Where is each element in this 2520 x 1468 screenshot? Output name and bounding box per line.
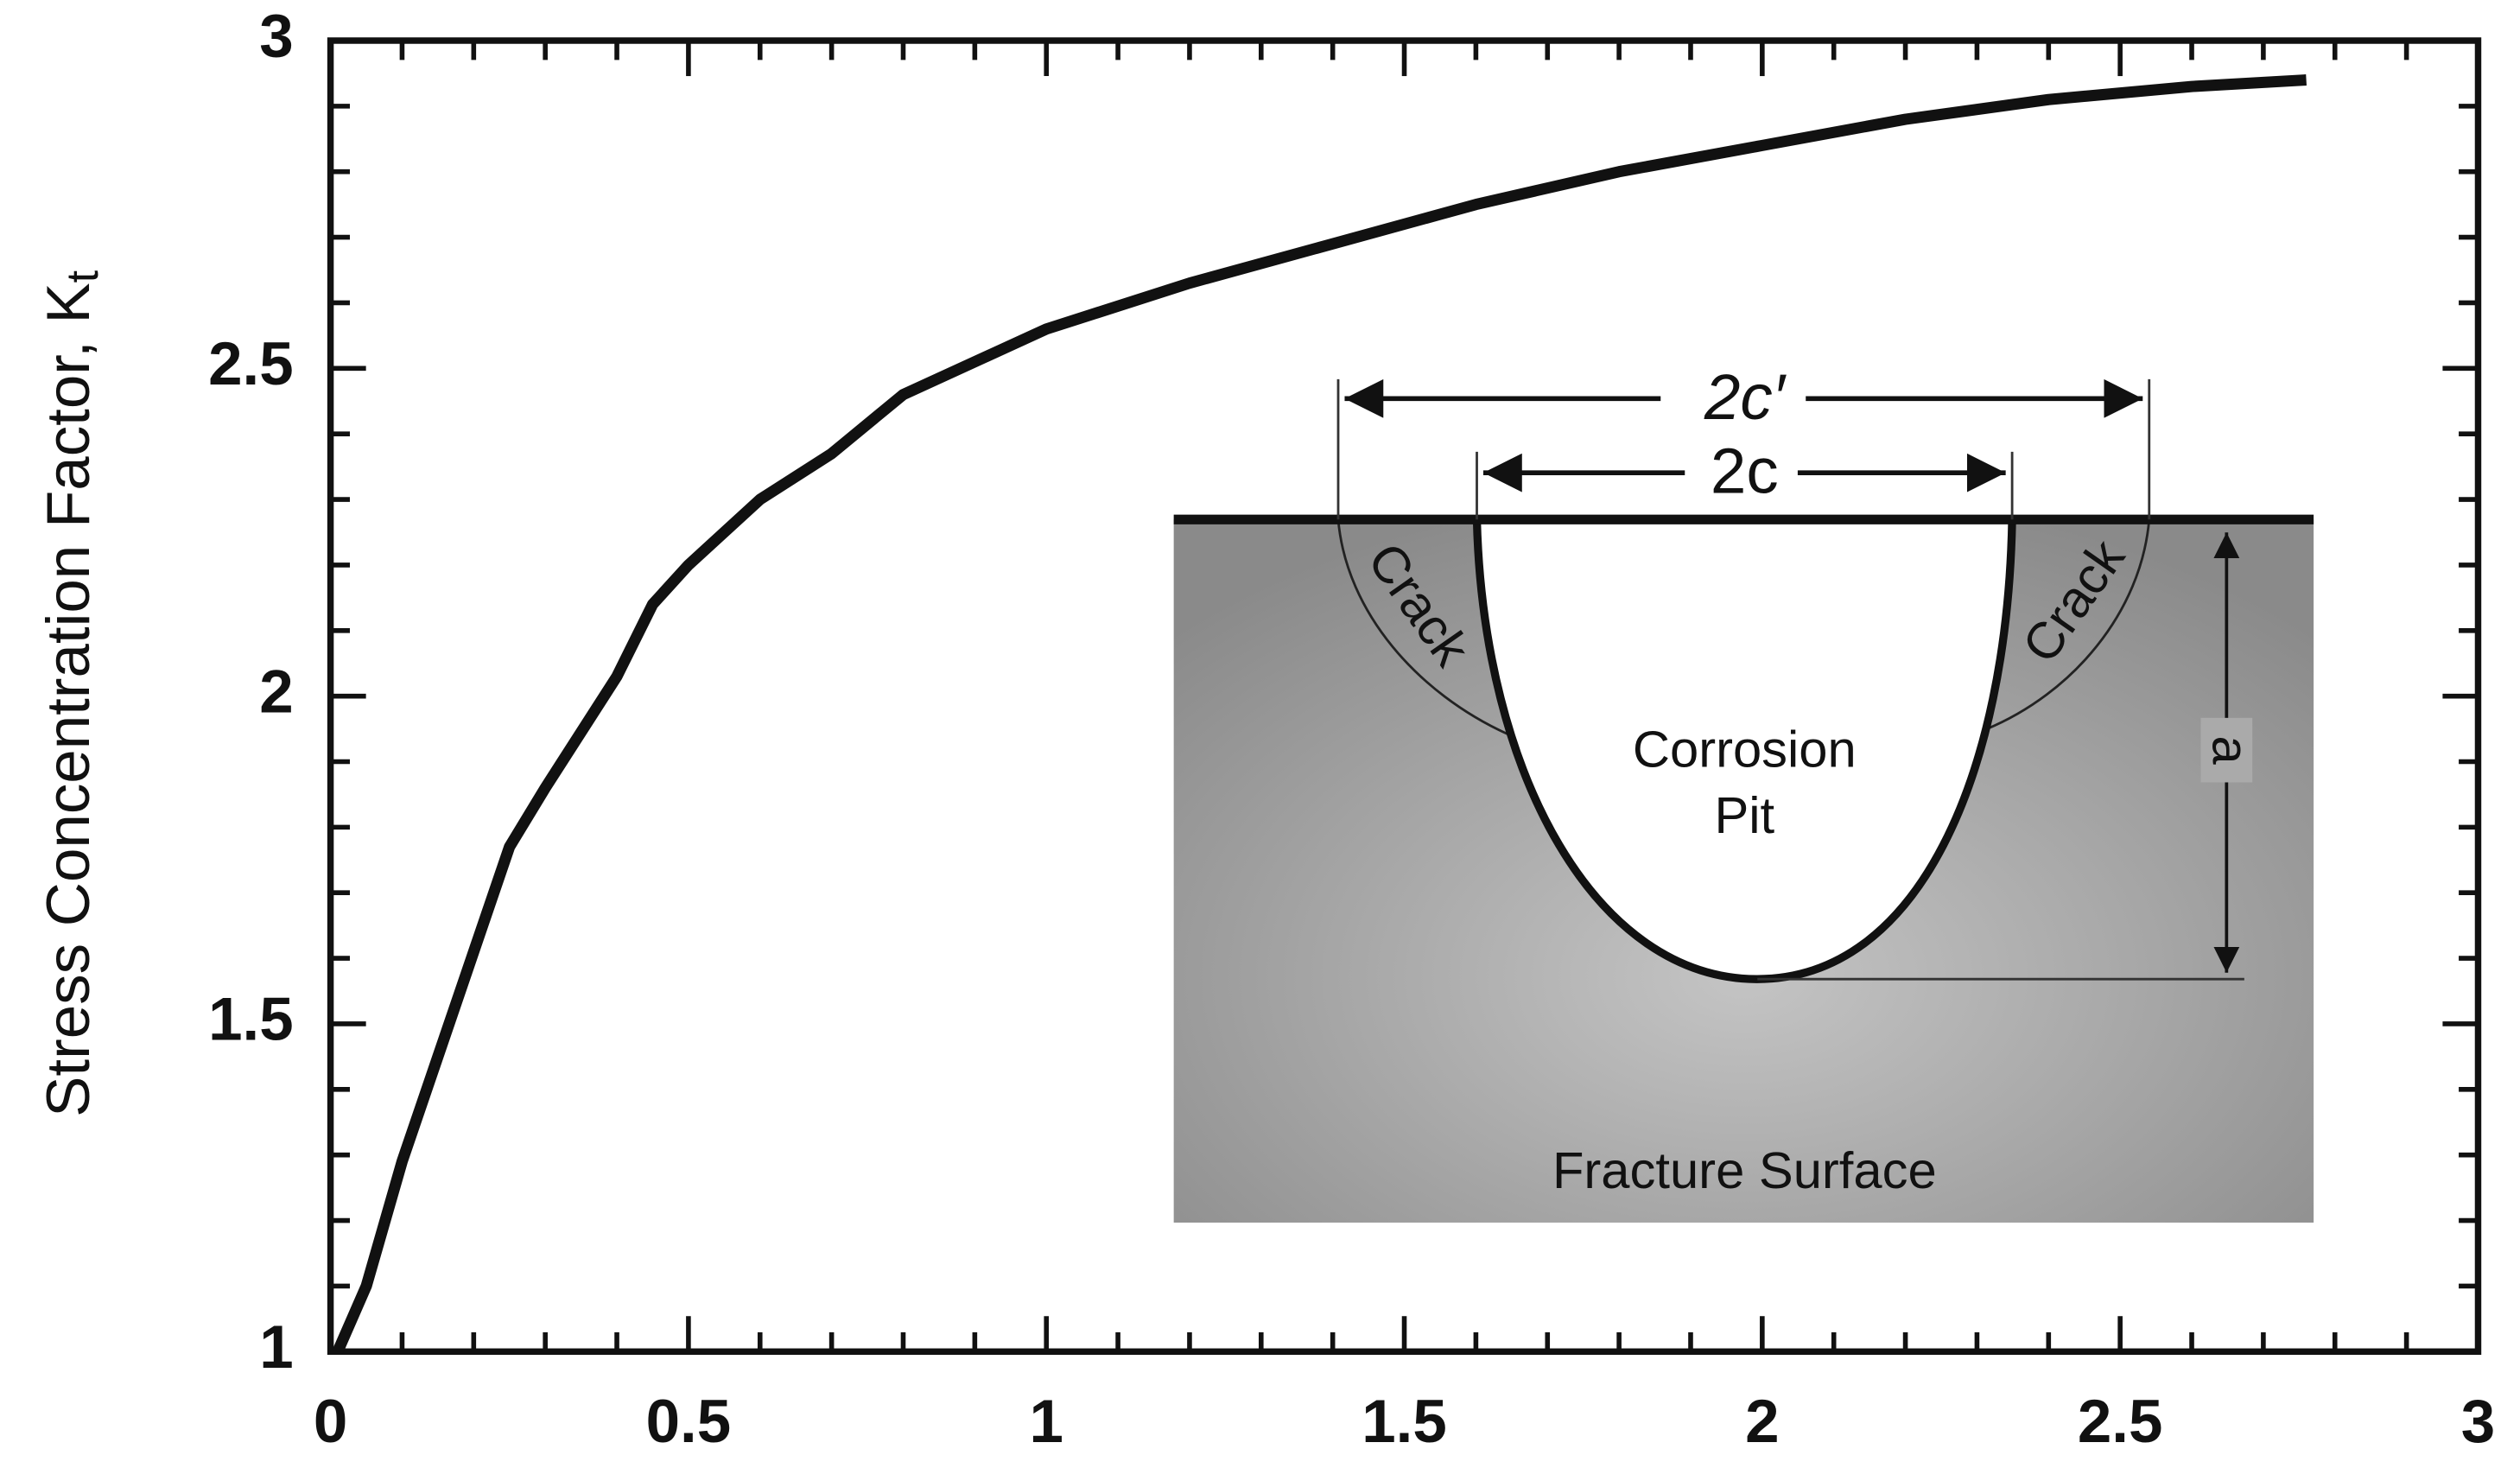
label-bg	[1660, 363, 1806, 435]
y-tick-label: 2.5	[208, 330, 294, 398]
crack-outline	[1336, 519, 1508, 735]
plot-frame	[327, 37, 2482, 1356]
pit-label: Corrosion	[1633, 721, 1857, 778]
x-tick-label: 2.5	[2078, 1388, 2163, 1456]
y-axis-label-text: Stress Concentration Factor, K	[35, 283, 103, 1117]
y-tick-label: 2	[259, 658, 293, 726]
crack-outline	[1985, 519, 2151, 731]
label-bg	[2200, 717, 2253, 783]
y-tick-label: 1	[259, 1313, 293, 1382]
y-axis-label-subscript: t	[58, 270, 108, 283]
x-tick-label: 0.5	[646, 1388, 732, 1456]
inset: 2c′ 2c a Crack Crack Corrosion Pit Fract…	[1173, 360, 2314, 1223]
surface-label: Fracture Surface	[1552, 1141, 1937, 1199]
y-axis-label: Stress Concentration Factor, Kt	[35, 270, 108, 1117]
y-tick-label: 3	[259, 3, 293, 71]
pit-label: Pit	[1714, 786, 1774, 844]
x-tick-label: 3	[2461, 1388, 2495, 1456]
x-tick-label: 1.5	[1362, 1388, 1447, 1456]
y-tick-label: 1.5	[208, 986, 294, 1054]
x-tick-label: 0	[314, 1388, 347, 1456]
label-bg	[1685, 442, 1798, 507]
dimension-label: 2c′	[1704, 360, 1787, 433]
depth-label: a	[2202, 736, 2260, 766]
dimension-label: 2c	[1711, 435, 1779, 507]
x-tick-label: 2	[1745, 1388, 1779, 1456]
x-tick-label: 1	[1029, 1388, 1063, 1456]
data-line	[332, 73, 2307, 1354]
